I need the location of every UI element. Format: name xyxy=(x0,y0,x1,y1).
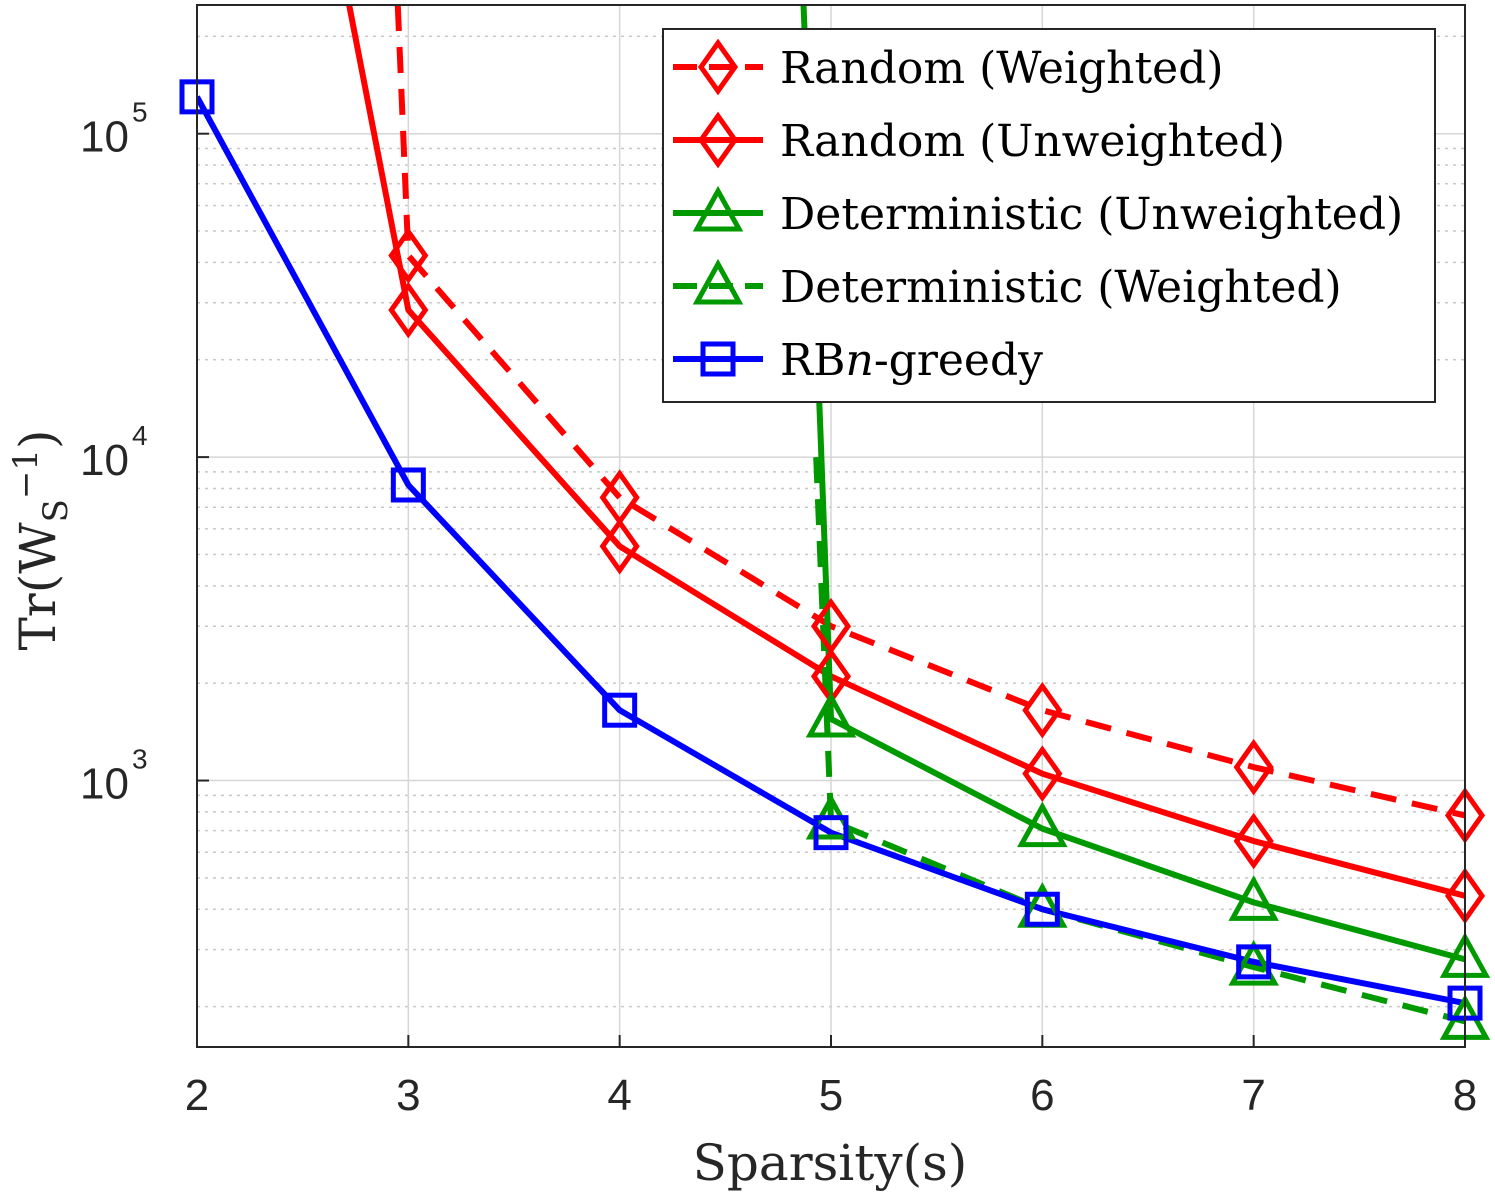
data-point xyxy=(388,227,429,284)
x-tick-label: 2 xyxy=(185,1071,209,1120)
legend-label: Deterministic (Unweighted) xyxy=(780,189,1403,240)
legend-label: RBn-greedy xyxy=(780,335,1043,386)
x-tick-label: 5 xyxy=(819,1071,843,1120)
data-point xyxy=(1022,681,1063,739)
data-point xyxy=(805,691,857,738)
y-tick-label: 10 xyxy=(80,113,129,162)
x-tick-label: 3 xyxy=(396,1071,420,1120)
y-tick-exponent: 4 xyxy=(132,420,148,451)
y-tick-label: 10 xyxy=(80,436,129,485)
data-point xyxy=(1233,812,1274,870)
x-tick-label: 4 xyxy=(607,1071,631,1120)
y-tick-exponent: 5 xyxy=(132,97,148,128)
legend-marker xyxy=(700,341,736,377)
data-point xyxy=(599,517,640,575)
data-point xyxy=(1228,939,1279,986)
data-point xyxy=(1233,738,1274,796)
legend-box xyxy=(662,28,1436,403)
data-point xyxy=(1024,891,1060,927)
data-point xyxy=(813,815,849,851)
x-axis-title: Sparsity(s) xyxy=(693,1134,968,1192)
series-line-0 xyxy=(394,5,1465,819)
x-axis-ticks: 2 3 4 5 6 7 8 xyxy=(185,1035,1477,1120)
data-point xyxy=(1017,801,1068,848)
data-point xyxy=(1022,745,1063,803)
legend: Random (Weighted) Random (Unweighted) Dete… xyxy=(662,28,1436,403)
legend-marker xyxy=(697,38,739,96)
legend-marker xyxy=(692,185,744,232)
legend-label: Deterministic (Weighted) xyxy=(780,262,1342,313)
data-point xyxy=(390,467,426,503)
x-tick-label: 8 xyxy=(1453,1071,1477,1120)
legend-label: Random (Unweighted) xyxy=(780,116,1285,167)
legend-marker xyxy=(692,258,744,305)
x-tick-label: 7 xyxy=(1241,1071,1265,1120)
legend-label: Random (Weighted) xyxy=(780,43,1224,94)
y-tick-exponent: 3 xyxy=(132,744,148,775)
y-tick-label: 10 xyxy=(80,760,129,809)
series-line-4 xyxy=(197,95,1465,1007)
data-point xyxy=(602,692,638,728)
x-tick-label: 6 xyxy=(1030,1071,1054,1120)
data-point xyxy=(1236,944,1272,980)
data-point xyxy=(1228,875,1279,921)
legend-marker xyxy=(697,111,739,169)
data-point xyxy=(388,281,429,339)
y-axis-title: Tr(WS−1) xyxy=(6,429,76,650)
